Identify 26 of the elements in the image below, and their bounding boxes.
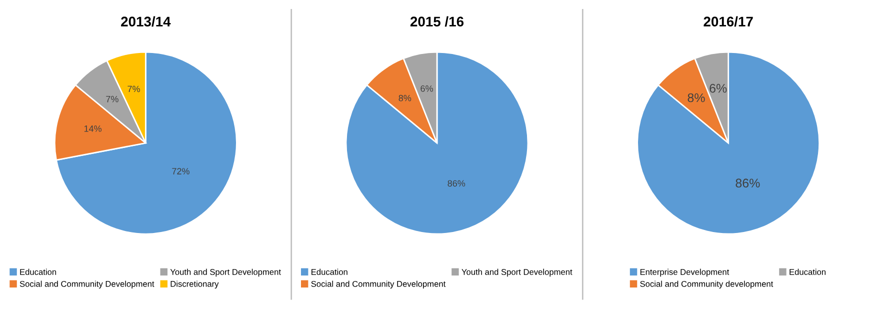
data-label: 6% xyxy=(710,84,727,93)
data-label: 72% xyxy=(172,168,190,174)
pie-slice xyxy=(56,51,238,235)
legend-label: Social and Community development xyxy=(640,280,774,289)
legend-label: Discretionary xyxy=(170,280,219,289)
data-label: 7% xyxy=(128,86,140,92)
legend-label: Social and Community Development xyxy=(20,280,154,289)
data-label: 7% xyxy=(106,96,118,102)
legend-label: Education xyxy=(20,268,56,275)
legend-label: Enterprise Development xyxy=(640,268,730,277)
legend-label: Youth and Sport Development xyxy=(462,268,572,277)
legend-label: Social and Community Development xyxy=(311,280,446,289)
data-label: 8% xyxy=(688,93,705,102)
data-label: 86% xyxy=(448,180,466,187)
legend-label: Education xyxy=(790,268,826,275)
legend-label: Youth and Sport Development xyxy=(170,268,281,277)
data-label: 6% xyxy=(420,85,433,92)
pie-slice xyxy=(636,51,820,235)
legend-label: Education xyxy=(312,268,348,275)
chart-title: 2013/14 xyxy=(121,16,171,27)
pie-slice xyxy=(345,51,529,235)
chart-title: 2015 /16 xyxy=(410,16,464,27)
data-label: 14% xyxy=(84,125,102,132)
chart-title: 2016/17 xyxy=(704,16,753,27)
data-label: 86% xyxy=(736,178,760,188)
data-label: 8% xyxy=(398,94,412,102)
